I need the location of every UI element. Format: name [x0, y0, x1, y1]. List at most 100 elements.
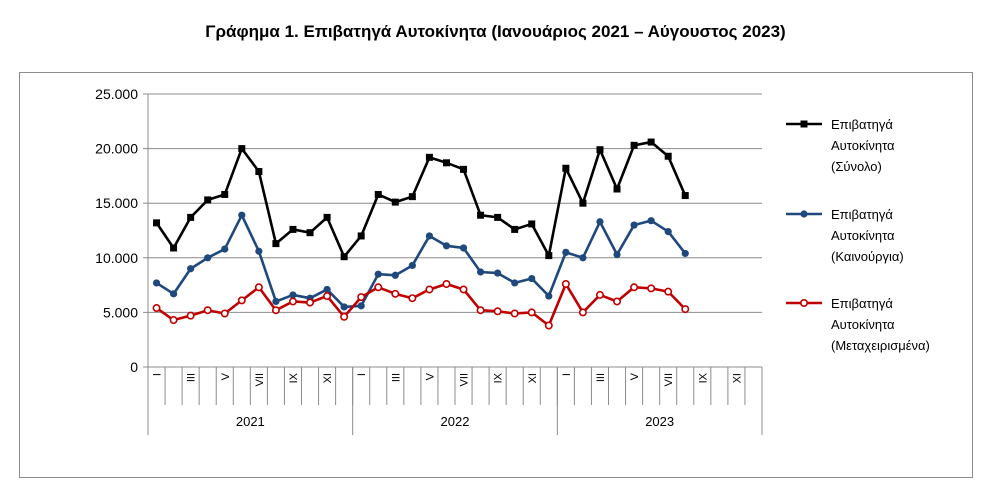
- legend: Επιβατηγά Αυτοκίνητα (Σύνολο) Επιβατηγά Αυτο…: [786, 117, 930, 353]
- x-tick-label: IX: [493, 372, 505, 383]
- data-point: [544, 321, 553, 330]
- data-point: [323, 213, 331, 221]
- x-tick-label: XI: [322, 373, 334, 383]
- x-tick-label: III: [595, 373, 607, 382]
- data-point: [340, 312, 349, 321]
- data-point: [221, 190, 229, 198]
- y-tick-label: 25.000: [95, 86, 138, 102]
- y-tick-label: 0: [130, 359, 138, 375]
- series-0: [153, 138, 689, 261]
- y-tick-label: 15.000: [95, 195, 138, 211]
- x-tick-label: V: [220, 372, 232, 380]
- data-point: [476, 306, 485, 315]
- x-tick-label: XI: [527, 373, 539, 383]
- x-tick-label: III: [390, 373, 402, 382]
- data-point: [459, 285, 468, 294]
- gridlines: [148, 93, 762, 313]
- data-point: [187, 213, 195, 221]
- data-point: [493, 307, 502, 316]
- data-point: [220, 309, 229, 318]
- x-tick-label: VII: [459, 373, 471, 386]
- data-point: [596, 218, 604, 226]
- x-tick-label: III: [186, 373, 198, 382]
- data-point: [187, 265, 195, 273]
- legend-entry: Επιβατηγά Αυτοκίνητα (Σύνολο): [786, 117, 895, 174]
- data-point: [528, 220, 536, 228]
- data-point: [238, 145, 246, 153]
- data-point: [613, 297, 622, 306]
- data-point: [408, 294, 417, 303]
- data-point: [630, 283, 639, 292]
- legend-entry: Επιβατηγά Αυτοκίνητα (Μεταχειρισμένα): [786, 296, 930, 353]
- data-point: [255, 168, 263, 176]
- data-point: [664, 152, 672, 160]
- data-point: [579, 199, 587, 207]
- data-point: [681, 192, 689, 200]
- legend-marker: [799, 298, 808, 307]
- data-point: [562, 164, 570, 172]
- data-point: [613, 185, 621, 193]
- data-point: [630, 141, 638, 149]
- data-point: [596, 146, 604, 154]
- legend-label: Επιβατηγά: [831, 207, 893, 222]
- data-point: [442, 159, 450, 167]
- data-point: [340, 303, 348, 311]
- data-point: [494, 213, 502, 221]
- legend-label: Επιβατηγά: [831, 296, 893, 311]
- data-point: [357, 302, 365, 310]
- data-point: [408, 261, 416, 270]
- data-point: [186, 311, 195, 320]
- series-line: [155, 213, 687, 309]
- data-point: [562, 248, 570, 256]
- series-1: [152, 211, 689, 311]
- data-point: [613, 250, 621, 259]
- legend-label: Αυτοκίνητα: [831, 138, 895, 153]
- data-point: [271, 306, 280, 315]
- legend-marker: [800, 120, 808, 128]
- data-point: [460, 165, 468, 173]
- data-point: [681, 305, 690, 314]
- legend-label: Αυτοκίνητα: [831, 228, 895, 243]
- data-point: [153, 219, 161, 227]
- data-point: [391, 289, 400, 298]
- data-point: [494, 269, 502, 277]
- data-point: [545, 292, 553, 300]
- axes: [143, 93, 763, 435]
- data-point: [425, 285, 434, 294]
- data-point: [238, 211, 246, 219]
- year-label: 2023: [645, 414, 674, 429]
- legend-label: (Καινούργια): [831, 249, 904, 264]
- data-point: [528, 274, 536, 283]
- legend-label: Επιβατηγά: [831, 117, 893, 132]
- data-point: [442, 242, 451, 250]
- data-point: [255, 247, 263, 255]
- data-point: [152, 279, 161, 287]
- x-tick-label: IX: [288, 372, 300, 383]
- x-tick-label: I: [356, 373, 368, 376]
- data-point: [288, 297, 297, 306]
- legend-label: Αυτοκίνητα: [831, 317, 895, 332]
- data-point: [511, 279, 519, 287]
- data-point: [664, 227, 672, 236]
- data-point: [272, 297, 280, 306]
- y-tick-labels: 0 5.000 10.000 15.000 20.000 25.000: [95, 86, 138, 375]
- x-tick-label: I: [152, 373, 164, 376]
- data-point: [510, 309, 519, 318]
- data-point: [323, 285, 331, 294]
- series-line: [155, 140, 687, 259]
- data-point: [204, 254, 212, 262]
- x-tick-label: I: [561, 373, 573, 376]
- data-point: [272, 240, 280, 248]
- data-point: [323, 292, 332, 301]
- data-point: [511, 225, 519, 233]
- series-lines: [152, 138, 690, 330]
- data-point: [169, 316, 178, 325]
- legend-label: (Μεταχειρισμένα): [831, 338, 930, 353]
- x-tick-label: VII: [663, 373, 675, 386]
- data-point: [579, 254, 587, 262]
- data-point: [647, 138, 655, 146]
- data-point: [425, 153, 433, 161]
- data-point: [152, 304, 161, 313]
- data-point: [664, 287, 673, 296]
- data-point: [681, 249, 689, 258]
